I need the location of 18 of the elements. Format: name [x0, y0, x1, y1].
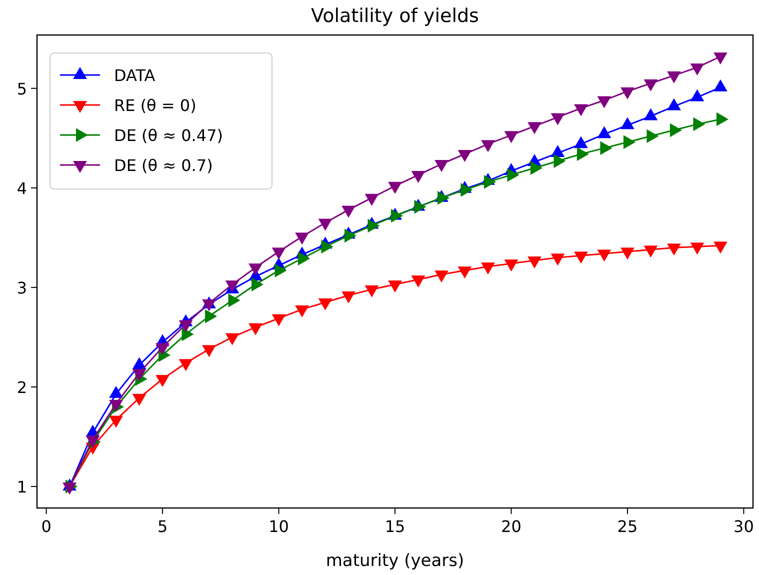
y-tick-label: 5 — [16, 79, 27, 98]
chart-title: Volatility of yields — [311, 5, 479, 27]
legend-label: DE (θ ≈ 0.7) — [114, 156, 213, 175]
x-tick-label: 20 — [501, 517, 522, 536]
y-tick-label: 3 — [16, 278, 27, 298]
x-tick-label: 25 — [617, 517, 638, 536]
x-tick-label: 10 — [268, 517, 289, 536]
x-tick-label: 0 — [41, 517, 52, 536]
y-tick-label: 2 — [16, 378, 27, 397]
x-axis-title: maturity (years) — [326, 551, 464, 571]
x-tick-label: 5 — [157, 517, 168, 536]
y-tick-label: 4 — [16, 178, 27, 198]
legend-label: RE (θ = 0) — [114, 96, 196, 115]
x-tick-label: 15 — [384, 517, 406, 536]
x-tick-label: 30 — [734, 517, 754, 536]
legend-label: DATA — [114, 66, 156, 85]
legend-label: DE (θ ≈ 0.47) — [114, 126, 223, 145]
y-tick-label: 1 — [16, 478, 27, 496]
